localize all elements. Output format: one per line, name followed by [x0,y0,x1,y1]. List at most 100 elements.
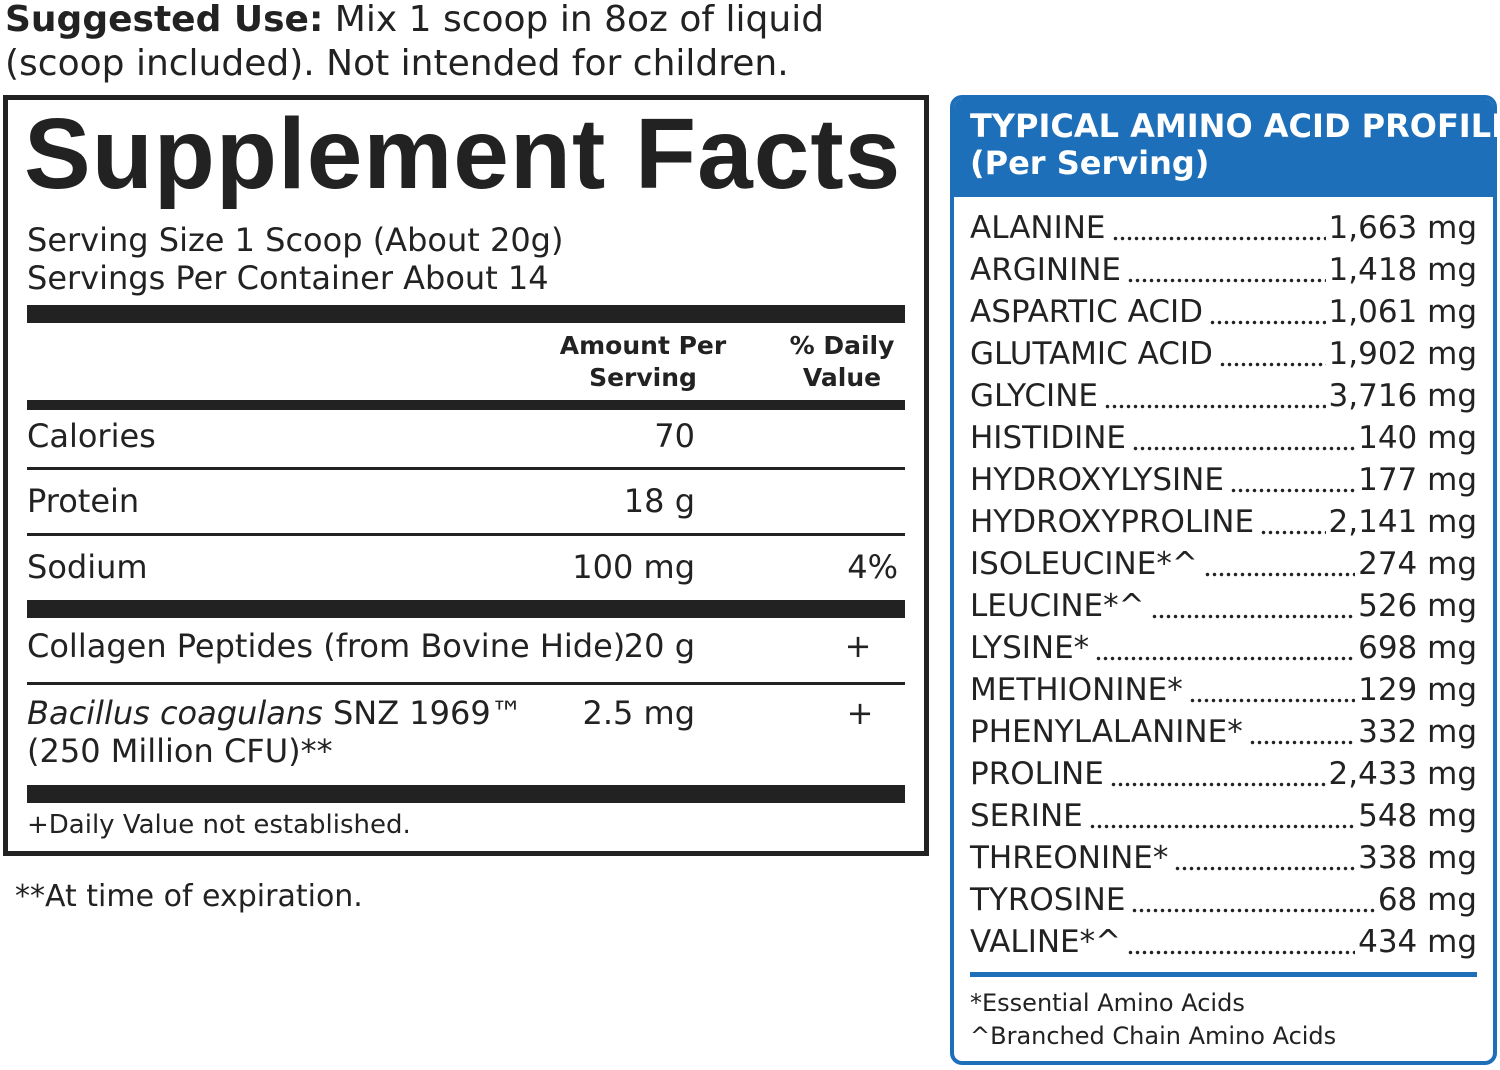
row-name-rest: SNZ 1969™ [322,694,523,732]
row-name: Protein [27,482,140,520]
amino-name: ASPARTIC ACID [970,294,1203,330]
amino-row: THREONINE* 338 mg [970,838,1477,878]
amino-row: VALINE*^ 434 mg [970,922,1477,962]
expiration-note: **At time of expiration. [15,879,363,914]
amino-row: ASPARTIC ACID 1,061 mg [970,292,1477,332]
amino-amount: 140 mg [1358,420,1477,456]
amino-name: THREONINE* [970,840,1169,876]
amino-title: TYPICAL AMINO ACID PROFILE [970,107,1500,145]
amino-name: METHIONINE* [970,672,1183,708]
amino-amount: 526 mg [1358,588,1477,624]
header-text: Value [802,363,882,392]
header-dv: % Daily Value [772,330,912,394]
amino-amount: 1,418 mg [1328,252,1477,288]
servings-per-container: Servings Per Container About 14 [27,259,549,297]
amino-row: LYSINE* 698 mg [970,628,1477,668]
amino-amount: 177 mg [1358,462,1477,498]
suggested-use-label: Suggested Use: [5,0,324,40]
dot-leader [1131,880,1375,920]
row-amount: 20 g [623,627,695,665]
dot-leader [1111,208,1326,248]
amino-name: GLUTAMIC ACID [970,336,1213,372]
dot-leader [1095,628,1356,668]
row-dv: + [844,627,872,665]
row-name-italic: Bacillus coagulans [27,694,323,732]
facts-box [3,95,929,856]
amino-name: HYDROXYPROLINE [970,504,1255,540]
amino-name: LYSINE* [970,630,1090,666]
amino-name: HYDROXYLYSINE [970,462,1224,498]
amino-row: ALANINE 1,663 mg [970,208,1477,248]
row-name: Collagen Peptides (from Bovine Hide) [27,627,626,665]
amino-row: PROLINE 2,433 mg [970,754,1477,794]
amino-row: GLUTAMIC ACID 1,902 mg [970,334,1477,374]
dot-leader [1127,922,1356,962]
amino-amount: 338 mg [1358,840,1477,876]
amino-row: METHIONINE* 129 mg [970,670,1477,710]
row-name: Sodium [27,548,148,586]
serving-size: Serving Size 1 Scoop (About 20g) [27,221,564,259]
amino-amount: 332 mg [1358,714,1477,750]
row-name: Calories [27,417,156,455]
amino-row: ARGININE 1,418 mg [970,250,1477,290]
medium-rule [27,400,905,410]
amino-rule [970,972,1477,977]
thin-rule [27,682,905,685]
row-name: Bacillus coagulans SNZ 1969™ [27,697,523,729]
amino-row: HISTIDINE 140 mg [970,418,1477,458]
row-name-line2: (250 Million CFU)** [27,732,333,770]
row-amount: 2.5 mg [582,694,695,732]
row-amount: 70 [654,417,695,455]
dot-leader [1248,712,1356,752]
amino-row: PHENYLALANINE* 332 mg [970,712,1477,752]
amino-amount: 274 mg [1358,546,1477,582]
suggested-use: Suggested Use: Mix 1 scoop in 8oz of liq… [5,2,824,38]
amino-row: SERINE 548 mg [970,796,1477,836]
row-dv: 4% [847,548,898,586]
dot-leader [1103,376,1326,416]
dot-leader [1229,460,1356,500]
amino-name: ISOLEUCINE*^ [970,546,1198,582]
amino-subtitle: (Per Serving) [970,144,1210,182]
amino-amount: 698 mg [1358,630,1477,666]
amino-name: VALINE*^ [970,924,1122,960]
thick-rule [27,600,905,618]
amino-name: PHENYLALANINE* [970,714,1243,750]
amino-amount: 1,902 mg [1328,336,1477,372]
suggested-use-text: (scoop included). Not intended for child… [5,43,789,84]
facts-footnote: +Daily Value not established. [27,810,411,840]
dot-leader [1088,796,1356,836]
amino-row: TYROSINE 68 mg [970,880,1477,920]
dot-leader [1188,670,1356,710]
amino-name: ARGININE [970,252,1122,288]
amino-amount: 3,716 mg [1328,378,1477,414]
facts-title: Supplement Facts [24,98,902,210]
dot-leader [1109,754,1326,794]
amino-amount: 434 mg [1358,924,1477,960]
amino-amount: 2,141 mg [1328,504,1477,540]
amino-row: HYDROXYLYSINE 177 mg [970,460,1477,500]
header-text: Serving [589,363,697,392]
dot-leader [1150,586,1356,626]
amino-amount: 129 mg [1358,672,1477,708]
thin-rule [27,467,905,470]
amino-amount: 1,663 mg [1328,210,1477,246]
amino-name: HISTIDINE [970,420,1126,456]
amino-footnote: *Essential Amino Acids [970,989,1245,1017]
amino-name: PROLINE [970,756,1104,792]
amino-name: ALANINE [970,210,1106,246]
amino-header [954,99,1493,197]
amino-amount: 2,433 mg [1328,756,1477,792]
dot-leader [1174,838,1356,878]
dot-leader [1132,418,1356,458]
dot-leader [1208,292,1326,332]
amino-name: TYROSINE [970,882,1126,918]
amino-footnote: ^Branched Chain Amino Acids [970,1022,1337,1050]
thick-rule [27,305,905,323]
row-amount: 100 mg [572,548,695,586]
amino-amount: 1,061 mg [1328,294,1477,330]
amino-name: GLYCINE [970,378,1098,414]
thin-rule [27,533,905,536]
dot-leader [1260,502,1326,542]
